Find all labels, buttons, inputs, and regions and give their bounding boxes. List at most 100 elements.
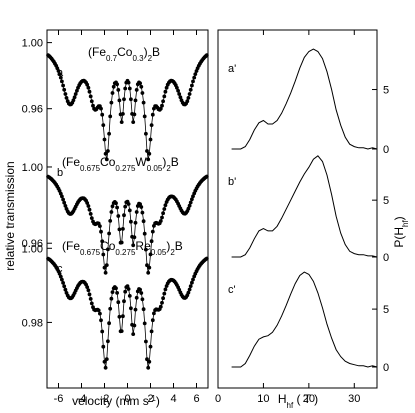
mossbauer-data-point	[147, 359, 152, 364]
mossbauer-data-point	[150, 112, 155, 117]
mossbauer-data-point	[204, 174, 209, 179]
mossbauer-data-point	[107, 321, 111, 326]
mossbauer-data-point	[99, 318, 103, 323]
mossbauer-data-point	[57, 72, 62, 76]
mossbauer-panel: -6 -4 -2 0 2 4 61.000.96a(Fe0.7Co0.3)2B1.000.9…	[22, 29, 209, 405]
mossbauer-data-point	[102, 137, 107, 142]
mossbauer-data-point	[142, 114, 147, 119]
distribution-tick-label: 5	[383, 195, 389, 207]
transmission-tick-label: 1.00	[22, 38, 43, 50]
mossbauer-data-point	[204, 53, 209, 58]
mossbauer-data-point	[60, 194, 64, 199]
mossbauer-data-point	[158, 106, 163, 111]
velocity-tick-label: 6	[193, 393, 199, 405]
mossbauer-data-point	[121, 227, 125, 231]
mossbauer-data-point	[146, 270, 151, 275]
mossbauer-data-point	[86, 288, 91, 293]
mossbauer-data-point	[89, 301, 94, 306]
field-distribution-panel: 0 10 20 30 0 5 a' 0 5 b' 0 5 c'	[215, 29, 389, 405]
mossbauer-data-point	[123, 289, 128, 294]
mossbauer-data-point	[161, 99, 166, 104]
mossbauer-data-point	[104, 157, 109, 162]
velocity-axis-label: velocity (mm s-1)	[72, 394, 160, 409]
mossbauer-data-point	[63, 287, 68, 292]
mossbauer-data-point	[126, 287, 131, 291]
field-tick-label: 20	[303, 393, 315, 405]
mossbauer-data-point	[133, 220, 138, 225]
mossbauer-data-point	[104, 263, 109, 267]
mossbauer-data-point	[103, 270, 108, 275]
mossbauer-data-point	[98, 311, 102, 316]
mossbauer-data-point	[126, 80, 131, 85]
mossbauer-data-point	[134, 88, 139, 92]
mossbauer-data-point	[126, 202, 131, 206]
mossbauer-data-point	[72, 95, 77, 100]
mossbauer-data-point	[144, 247, 148, 252]
transmission-tick-label: 1.00	[22, 162, 43, 174]
mossbauer-data-point	[110, 91, 115, 95]
mossbauer-data-point	[87, 89, 92, 94]
mossbauer-data-point	[89, 99, 94, 104]
mossbauer-data-point	[146, 365, 151, 370]
mossbauer-data-point	[61, 197, 65, 202]
mossbauer-data-point	[147, 151, 152, 156]
mossbauer-data-point	[145, 149, 149, 153]
mossbauer-data-point	[149, 239, 154, 244]
mossbauer-data-point	[188, 200, 193, 205]
mossbauer-data-point	[132, 235, 137, 240]
mossbauer-data-point	[187, 92, 192, 96]
mossbauer-data-point	[129, 97, 133, 102]
mossbauer-data-point	[139, 291, 144, 295]
field-tick-label: 0	[215, 393, 221, 405]
mossbauer-data-point	[191, 194, 195, 199]
mossbauer-data-point	[111, 84, 116, 89]
mossbauer-data-point	[109, 296, 114, 301]
mossbauer-data-point	[146, 157, 151, 162]
mossbauer-data-point	[148, 137, 153, 142]
mossbauer-data-point	[91, 103, 95, 108]
mossbauer-data-point	[100, 239, 105, 244]
mossbauer-data-point	[140, 210, 145, 215]
mossbauer-data-point	[86, 85, 91, 90]
mossbauer-data-point	[88, 94, 93, 99]
transmission-tick-label: 0.96	[22, 104, 43, 116]
mossbauer-data-point	[107, 131, 111, 136]
mossbauer-data-point	[85, 82, 90, 87]
mossbauer-data-point	[204, 256, 209, 261]
mossbauer-data-point	[107, 231, 111, 236]
mossbauer-data-point	[123, 204, 128, 209]
mossbauer-data-point	[131, 243, 136, 248]
mossbauer-data-point	[110, 204, 115, 209]
field-distribution-curve	[231, 271, 378, 368]
mossbauer-data-point	[106, 339, 110, 344]
mossbauer-data-point	[121, 314, 125, 319]
mossbauer-data-point	[162, 291, 167, 296]
mossbauer-data-point	[134, 295, 139, 300]
mossbauer-data-point	[122, 97, 126, 102]
mossbauer-data-point	[158, 219, 163, 223]
mossbauer-data-point	[133, 307, 138, 312]
distribution-tick-label: 5	[383, 304, 389, 316]
composition-label: (Fe0.675Co0.275W0.05)2B	[62, 155, 179, 173]
mossbauer-data-point	[160, 215, 164, 220]
mossbauer-data-point	[63, 92, 68, 96]
distribution-tick-label: 0	[383, 252, 389, 264]
mossbauer-data-point	[114, 201, 118, 206]
mossbauer-data-point	[164, 85, 169, 90]
mossbauer-data-point	[191, 277, 195, 282]
mossbauer-data-point	[144, 131, 148, 136]
panel-label: b	[57, 167, 63, 179]
mossbauer-data-point	[187, 203, 192, 208]
mossbauer-data-point	[117, 227, 122, 232]
mossbauer-data-point	[178, 95, 183, 100]
mossbauer-data-point	[121, 112, 125, 116]
mossbauer-data-point	[192, 75, 197, 80]
mossbauer-data-point	[96, 308, 101, 313]
mossbauer-data-point	[148, 344, 153, 349]
transmission-tick-label: 0.96	[22, 238, 43, 250]
mossbauer-data-point	[106, 149, 110, 153]
mossbauer-data-point	[160, 103, 164, 108]
mossbauer-data-point	[193, 72, 198, 76]
mossbauer-data-point	[109, 210, 114, 214]
